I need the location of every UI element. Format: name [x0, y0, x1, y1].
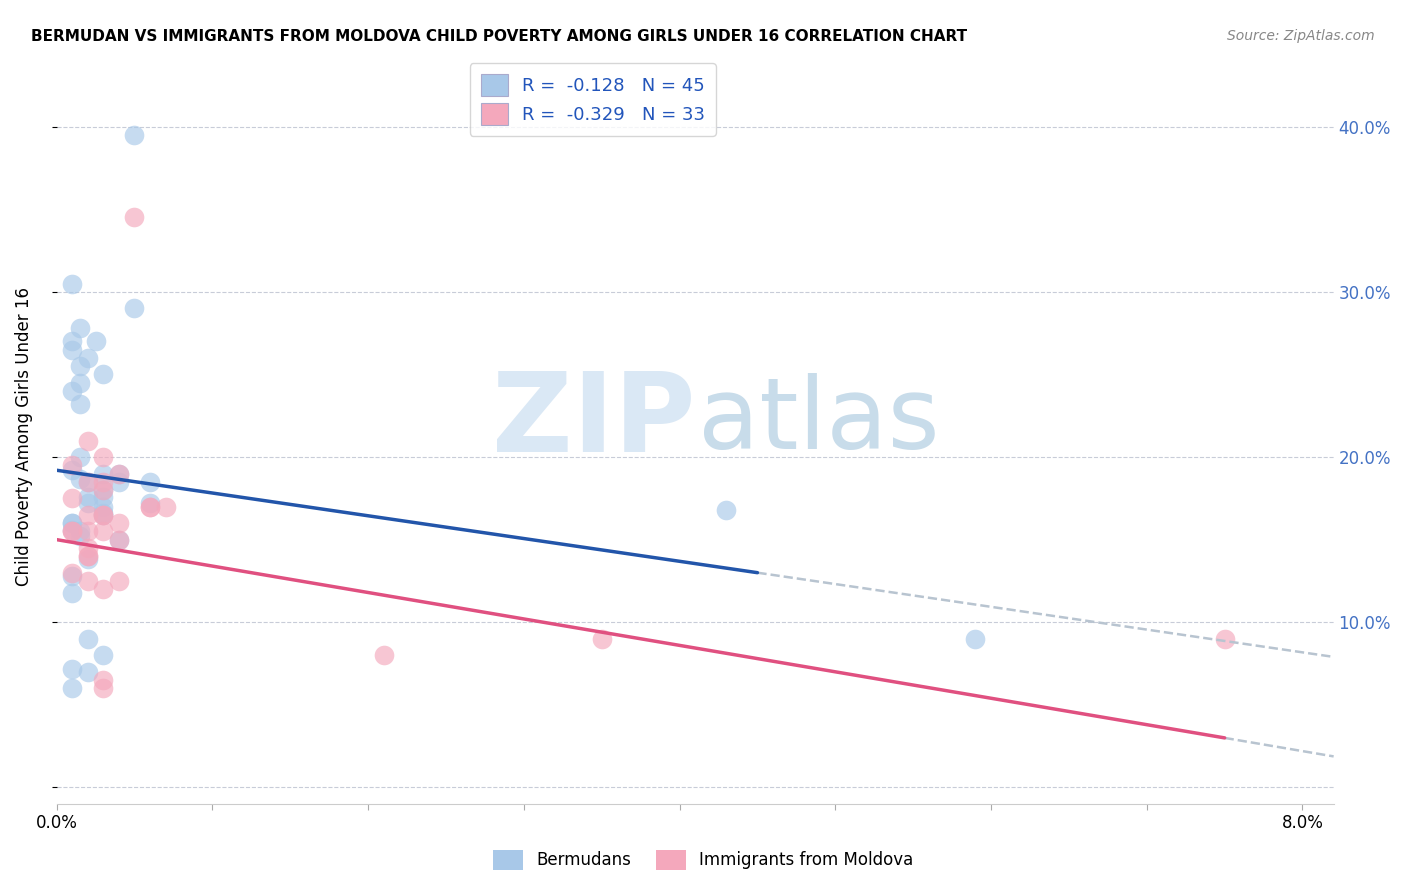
Point	[91, 648, 114, 663]
Point	[139, 475, 162, 489]
Point	[91, 681, 114, 696]
Point	[76, 665, 98, 679]
Point	[84, 334, 107, 349]
Point	[60, 343, 83, 357]
Point	[91, 673, 114, 687]
Point	[91, 490, 114, 504]
Y-axis label: Child Poverty Among Girls Under 16: Child Poverty Among Girls Under 16	[15, 287, 32, 586]
Point	[69, 359, 91, 373]
Point	[91, 368, 114, 382]
Point	[108, 574, 131, 588]
Point	[69, 524, 91, 539]
Point	[60, 334, 83, 349]
Point	[60, 458, 83, 473]
Point	[69, 450, 91, 464]
Point	[91, 508, 114, 522]
Point	[60, 566, 83, 580]
Point	[108, 467, 131, 481]
Point	[155, 500, 177, 514]
Point	[60, 524, 83, 539]
Point	[965, 632, 987, 646]
Point	[91, 506, 114, 520]
Point	[108, 516, 131, 530]
Point	[716, 503, 738, 517]
Point	[60, 524, 83, 539]
Point	[373, 648, 395, 663]
Point	[76, 351, 98, 365]
Point	[91, 500, 114, 514]
Point	[60, 681, 83, 696]
Point	[124, 128, 146, 142]
Point	[60, 463, 83, 477]
Point	[139, 500, 162, 514]
Point	[60, 491, 83, 506]
Point	[76, 508, 98, 522]
Point	[76, 490, 98, 504]
Legend: Bermudans, Immigrants from Moldova: Bermudans, Immigrants from Moldova	[486, 843, 920, 877]
Point	[69, 321, 91, 335]
Point	[60, 661, 83, 675]
Point	[91, 508, 114, 522]
Point	[108, 533, 131, 547]
Point	[139, 496, 162, 510]
Point	[91, 450, 114, 464]
Point	[124, 211, 146, 225]
Point	[91, 467, 114, 481]
Text: ZIP: ZIP	[492, 368, 695, 475]
Point	[108, 475, 131, 489]
Point	[60, 523, 83, 537]
Point	[91, 475, 114, 489]
Point	[69, 529, 91, 543]
Point	[108, 467, 131, 481]
Legend: R =  -0.128   N = 45, R =  -0.329   N = 33: R = -0.128 N = 45, R = -0.329 N = 33	[470, 63, 716, 136]
Point	[60, 384, 83, 398]
Point	[91, 483, 114, 497]
Point	[60, 585, 83, 599]
Point	[91, 582, 114, 597]
Point	[76, 632, 98, 646]
Point	[76, 475, 98, 489]
Point	[91, 524, 114, 539]
Point	[76, 496, 98, 510]
Point	[91, 508, 114, 522]
Point	[76, 541, 98, 555]
Point	[76, 549, 98, 563]
Text: BERMUDAN VS IMMIGRANTS FROM MOLDOVA CHILD POVERTY AMONG GIRLS UNDER 16 CORRELATI: BERMUDAN VS IMMIGRANTS FROM MOLDOVA CHIL…	[31, 29, 967, 44]
Point	[76, 574, 98, 588]
Point	[76, 552, 98, 566]
Point	[69, 376, 91, 390]
Point	[76, 475, 98, 489]
Point	[76, 549, 98, 563]
Point	[139, 500, 162, 514]
Text: atlas: atlas	[697, 373, 939, 470]
Point	[76, 524, 98, 539]
Point	[60, 516, 83, 530]
Point	[60, 569, 83, 583]
Point	[591, 632, 613, 646]
Point	[124, 301, 146, 316]
Point	[69, 471, 91, 485]
Point	[76, 434, 98, 448]
Point	[91, 483, 114, 497]
Point	[1213, 632, 1236, 646]
Point	[60, 277, 83, 291]
Point	[108, 533, 131, 547]
Point	[69, 397, 91, 411]
Text: Source: ZipAtlas.com: Source: ZipAtlas.com	[1227, 29, 1375, 43]
Point	[60, 516, 83, 530]
